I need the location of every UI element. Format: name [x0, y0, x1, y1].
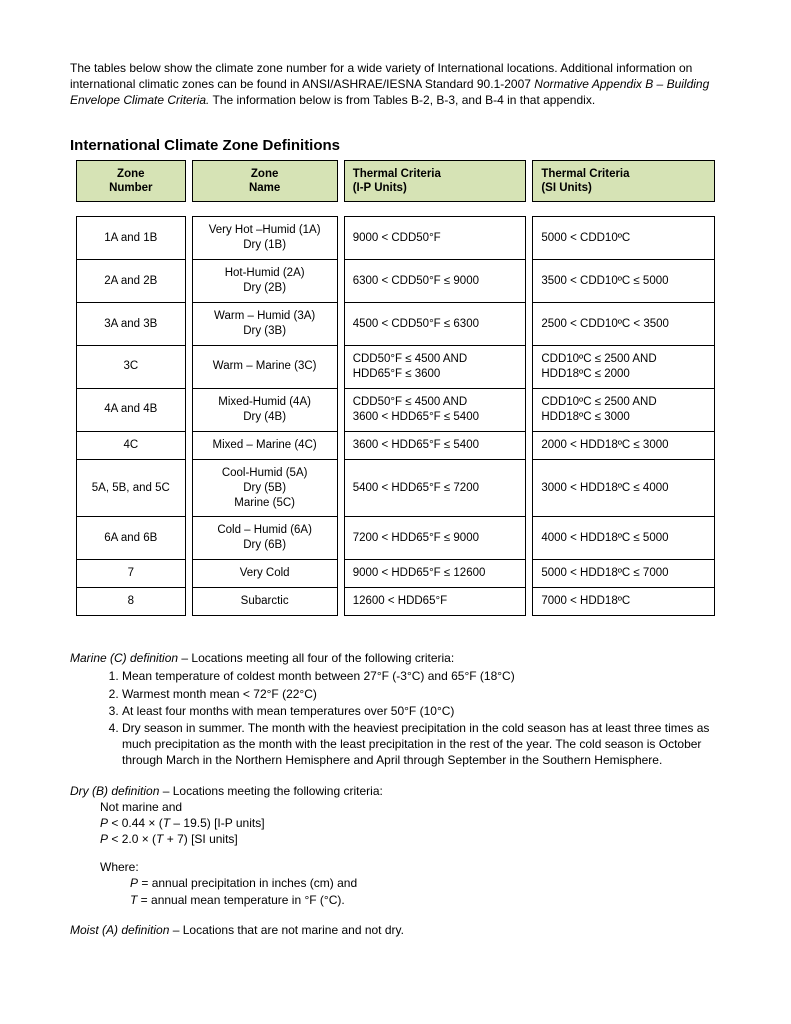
table-cell: 3600 < HDD65°F ≤ 5400: [344, 432, 527, 460]
dry-t-def: T = annual mean temperature in °F (°C).: [70, 892, 721, 908]
table-row: 7Very Cold9000 < HDD65°F ≤ 126005000 < H…: [76, 560, 715, 588]
table-cell: Warm – Humid (3A)Dry (3B): [192, 303, 338, 346]
table-cell: CDD10ºC ≤ 2500 ANDHDD18ºC ≤ 3000: [532, 389, 715, 432]
table-cell: 4A and 4B: [76, 389, 186, 432]
table-cell: 8: [76, 588, 186, 616]
table-cell: CDD10ºC ≤ 2500 ANDHDD18ºC ≤ 2000: [532, 346, 715, 389]
table-cell: Very Hot –Humid (1A)Dry (1B): [192, 216, 338, 260]
table-cell: 5000 < CDD10ºC: [532, 216, 715, 260]
table-row: 3A and 3BWarm – Humid (3A)Dry (3B)4500 <…: [76, 303, 715, 346]
table-cell: Mixed – Marine (4C): [192, 432, 338, 460]
table-cell: 6A and 6B: [76, 517, 186, 560]
dry-p-def: P = annual precipitation in inches (cm) …: [70, 875, 721, 891]
dry-rest: – Locations meeting the following criter…: [159, 784, 382, 798]
marine-item: Mean temperature of coldest month betwee…: [122, 668, 721, 684]
table-row: 4A and 4BMixed-Humid (4A)Dry (4B)CDD50°F…: [76, 389, 715, 432]
table-cell: CDD50°F ≤ 4500 AND3600 < HDD65°F ≤ 5400: [344, 389, 527, 432]
table-cell: Very Cold: [192, 560, 338, 588]
table-cell: 7200 < HDD65°F ≤ 9000: [344, 517, 527, 560]
table-cell: 9000 < HDD65°F ≤ 12600: [344, 560, 527, 588]
marine-definition: Marine (C) definition – Locations meetin…: [70, 650, 721, 768]
moist-lead: Moist (A) definition: [70, 923, 169, 937]
header-ip-units: Thermal Criteria (I-P Units): [344, 160, 527, 203]
table-cell: CDD50°F ≤ 4500 ANDHDD65°F ≤ 3600: [344, 346, 527, 389]
table-cell: 5000 < HDD18ºC ≤ 7000: [532, 560, 715, 588]
header-zone-number: Zone Number: [76, 160, 186, 203]
table-cell: 6300 < CDD50°F ≤ 9000: [344, 260, 527, 303]
table-cell: Mixed-Humid (4A)Dry (4B): [192, 389, 338, 432]
table-cell: 3A and 3B: [76, 303, 186, 346]
table-row: 1A and 1BVery Hot –Humid (1A)Dry (1B)900…: [76, 216, 715, 260]
table-cell: 4500 < CDD50°F ≤ 6300: [344, 303, 527, 346]
table-cell: 3000 < HDD18ºC ≤ 4000: [532, 460, 715, 518]
definitions-section: Marine (C) definition – Locations meetin…: [70, 650, 721, 938]
dry-lead: Dry (B) definition: [70, 784, 159, 798]
moist-definition: Moist (A) definition – Locations that ar…: [70, 922, 721, 938]
table-cell: 7000 < HDD18ºC: [532, 588, 715, 616]
marine-lead: Marine (C) definition: [70, 651, 178, 665]
dry-definition: Dry (B) definition – Locations meeting t…: [70, 783, 721, 908]
intro-paragraph: The tables below show the climate zone n…: [70, 60, 721, 109]
table-cell: 12600 < HDD65°F: [344, 588, 527, 616]
table-cell: 2A and 2B: [76, 260, 186, 303]
dry-eq1: P < 0.44 × (T – 19.5) [I-P units]: [70, 815, 721, 831]
table-cell: Hot-Humid (2A)Dry (2B): [192, 260, 338, 303]
table-cell: 2000 < HDD18ºC ≤ 3000: [532, 432, 715, 460]
table-cell: 7: [76, 560, 186, 588]
table-row: 2A and 2BHot-Humid (2A)Dry (2B)6300 < CD…: [76, 260, 715, 303]
marine-item: Dry season in summer. The month with the…: [122, 720, 721, 769]
table-row: 6A and 6BCold – Humid (6A)Dry (6B)7200 <…: [76, 517, 715, 560]
table-cell: 5A, 5B, and 5C: [76, 460, 186, 518]
header-si-units: Thermal Criteria (SI Units): [532, 160, 715, 203]
moist-rest: – Locations that are not marine and not …: [169, 923, 404, 937]
dry-eq2: P < 2.0 × (T + 7) [SI units]: [70, 831, 721, 847]
table-row: 3CWarm – Marine (3C)CDD50°F ≤ 4500 ANDHD…: [76, 346, 715, 389]
table-cell: 1A and 1B: [76, 216, 186, 260]
climate-zone-table: Zone Number Zone Name Thermal Criteria (…: [70, 160, 721, 617]
table-cell: 4C: [76, 432, 186, 460]
section-heading: International Climate Zone Definitions: [70, 137, 721, 154]
intro-text-2: The information below is from Tables B-2…: [209, 93, 595, 107]
table-row: 5A, 5B, and 5CCool-Humid (5A)Dry (5B)Mar…: [76, 460, 715, 518]
marine-rest: – Locations meeting all four of the foll…: [178, 651, 454, 665]
table-cell: 2500 < CDD10ºC < 3500: [532, 303, 715, 346]
marine-item: At least four months with mean temperatu…: [122, 703, 721, 719]
table-cell: Cool-Humid (5A)Dry (5B)Marine (5C): [192, 460, 338, 518]
table-header-row: Zone Number Zone Name Thermal Criteria (…: [76, 160, 715, 203]
marine-item: Warmest month mean < 72°F (22°C): [122, 686, 721, 702]
table-cell: 4000 < HDD18ºC ≤ 5000: [532, 517, 715, 560]
table-row: 4CMixed – Marine (4C)3600 < HDD65°F ≤ 54…: [76, 432, 715, 460]
table-cell: Subarctic: [192, 588, 338, 616]
table-row: 8Subarctic12600 < HDD65°F7000 < HDD18ºC: [76, 588, 715, 616]
table-cell: Warm – Marine (3C): [192, 346, 338, 389]
table-cell: 9000 < CDD50°F: [344, 216, 527, 260]
table-cell: 3C: [76, 346, 186, 389]
dry-where: Where:: [70, 859, 721, 875]
table-cell: Cold – Humid (6A)Dry (6B): [192, 517, 338, 560]
header-zone-name: Zone Name: [192, 160, 338, 203]
marine-criteria-list: Mean temperature of coldest month betwee…: [70, 668, 721, 768]
dry-notmarine: Not marine and: [70, 799, 721, 815]
table-cell: 3500 < CDD10ºC ≤ 5000: [532, 260, 715, 303]
table-cell: 5400 < HDD65°F ≤ 7200: [344, 460, 527, 518]
